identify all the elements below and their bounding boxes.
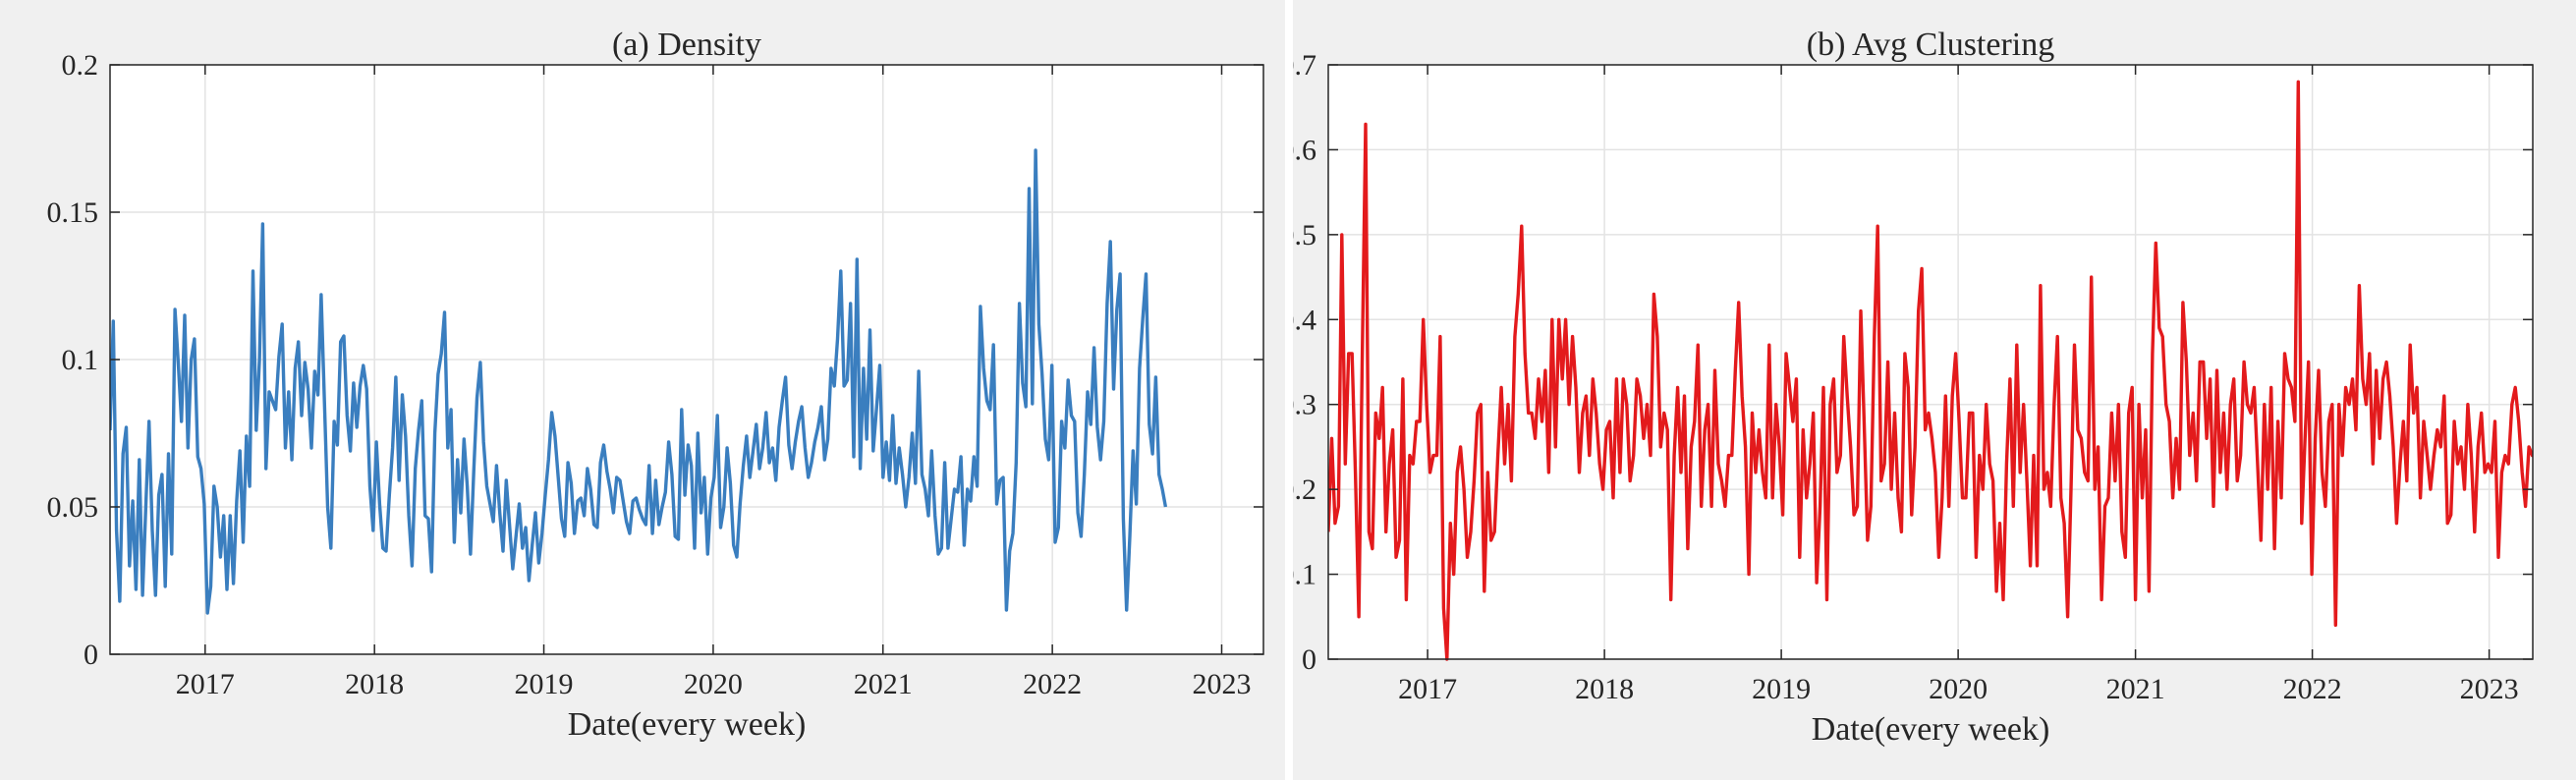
- clustering-panel: 0 0.1 0.2 0.3 0.4 0.5 0.6 0.7 2017 2018 2019 2020 20…: [1293, 0, 2576, 780]
- x-tick-label: 2021: [854, 668, 913, 700]
- x-tick-label: 2017: [176, 668, 235, 700]
- x-tick-label: 2022: [1023, 668, 1082, 700]
- x-axis-label: Date(every week): [1812, 711, 2050, 748]
- x-tick-label: 2022: [2283, 673, 2342, 705]
- x-tick-label: 2018: [345, 668, 404, 700]
- y-tick-label: 0.1: [1293, 559, 1316, 591]
- y-tick-label: 0.05: [47, 491, 99, 524]
- density-chart: 0 0.05 0.1 0.15 0.2 2017 2018 2019 2020 2021 2022 2…: [47, 27, 1264, 743]
- x-tick-label: 2023: [1192, 668, 1251, 700]
- x-tick-label: 2019: [515, 668, 574, 700]
- series-line: [1328, 80, 2533, 661]
- y-tick-label: 0.3: [1293, 389, 1316, 421]
- plot-area: [1328, 65, 2533, 659]
- y-tick-label: 0.2: [62, 49, 99, 82]
- y-tick-label: 0.15: [47, 196, 99, 229]
- chart-title: (a) Density: [612, 27, 761, 63]
- y-tick-label: 0.5: [1293, 219, 1316, 251]
- x-tick-label: 2017: [1398, 673, 1457, 705]
- y-tick-label: 0: [84, 639, 98, 671]
- y-tick-label: 0: [1302, 643, 1316, 676]
- x-tick-label: 2018: [1575, 673, 1634, 705]
- y-tick-label: 0.4: [1293, 304, 1316, 336]
- x-tick-label: 2020: [684, 668, 743, 700]
- axes-box: [1327, 64, 2534, 660]
- x-tick-label: 2019: [1752, 673, 1811, 705]
- clustering-chart: 0 0.1 0.2 0.3 0.4 0.5 0.6 0.7 2017 2018 2019 2020 20…: [1293, 27, 2534, 748]
- x-tick-label: 2021: [2106, 673, 2165, 705]
- y-tick-label: 0.1: [62, 344, 99, 376]
- density-panel: 0 0.05 0.1 0.15 0.2 2017 2018 2019 2020 2021 2022 2…: [0, 0, 1285, 780]
- series-line: [110, 148, 1168, 615]
- y-tick-label: 0.7: [1293, 49, 1316, 82]
- x-tick-label: 2020: [1929, 673, 1988, 705]
- y-tick-label: 0.6: [1293, 134, 1316, 166]
- chart-title: (b) Avg Clustering: [1807, 27, 2054, 63]
- y-tick-label: 0.2: [1293, 474, 1316, 506]
- panel-divider: [1285, 0, 1293, 780]
- x-axis-label: Date(every week): [568, 706, 807, 743]
- x-tick-label: 2023: [2460, 673, 2519, 705]
